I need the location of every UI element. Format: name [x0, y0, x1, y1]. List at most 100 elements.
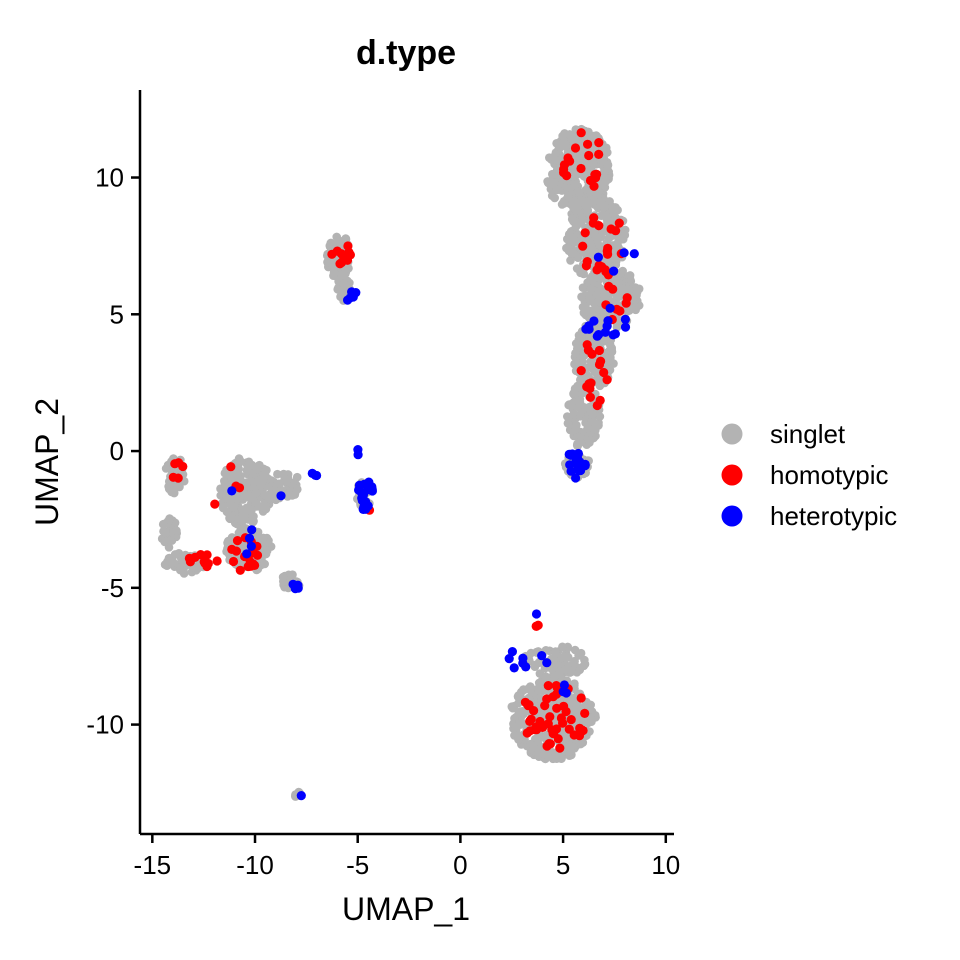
point-singlet: [167, 487, 176, 497]
point-singlet: [576, 409, 585, 419]
point-singlet: [293, 485, 302, 494]
x-tick-label: -5: [346, 850, 369, 880]
point-singlet: [580, 199, 590, 209]
point-homotypic: [184, 553, 194, 564]
point-singlet: [548, 169, 557, 179]
point-homotypic: [585, 175, 596, 186]
point-homotypic: [344, 248, 354, 258]
point-homotypic: [343, 241, 353, 251]
x-tick-label: -10: [236, 850, 274, 880]
point-homotypic: [576, 163, 586, 174]
point-singlet: [601, 177, 610, 186]
point-singlet: [339, 279, 349, 289]
point-heterotypic: [246, 541, 256, 551]
point-heterotypic: [296, 791, 306, 801]
point-singlet: [563, 191, 573, 201]
point-homotypic: [578, 241, 588, 251]
point-singlet: [584, 127, 593, 137]
point-homotypic: [547, 725, 557, 735]
point-homotypic: [599, 367, 609, 378]
point-homotypic: [526, 714, 536, 724]
point-singlet: [567, 134, 576, 144]
point-singlet: [337, 289, 347, 298]
point-homotypic: [576, 128, 586, 138]
point-homotypic: [594, 149, 604, 159]
point-homotypic: [235, 565, 245, 575]
point-homotypic: [596, 356, 606, 366]
point-singlet: [530, 662, 540, 671]
points-layer: [157, 124, 644, 801]
point-singlet: [608, 203, 617, 213]
point-singlet: [240, 512, 249, 521]
point-heterotypic: [571, 473, 581, 483]
point-singlet: [561, 141, 570, 151]
point-homotypic: [245, 557, 255, 567]
y-tick-label: 10: [95, 163, 124, 193]
point-homotypic: [566, 715, 576, 725]
point-heterotypic: [584, 321, 594, 331]
point-singlet: [559, 198, 569, 208]
point-homotypic: [570, 143, 581, 153]
point-singlet: [631, 305, 640, 315]
point-homotypic: [531, 621, 541, 631]
point-homotypic: [531, 722, 542, 732]
point-singlet: [249, 517, 258, 526]
point-singlet: [344, 264, 353, 273]
point-singlet: [576, 648, 586, 658]
point-singlet: [515, 719, 524, 728]
point-heterotypic: [242, 549, 252, 559]
point-singlet: [590, 196, 599, 206]
point-singlet: [543, 177, 552, 186]
point-homotypic: [522, 728, 532, 738]
point-singlet: [625, 271, 635, 280]
point-homotypic: [342, 255, 353, 265]
point-singlet: [278, 572, 288, 582]
point-singlet: [571, 349, 580, 358]
point-singlet: [572, 420, 581, 430]
point-homotypic: [582, 382, 592, 392]
point-homotypic: [199, 557, 209, 567]
point-heterotypic: [580, 459, 590, 469]
point-singlet: [260, 559, 270, 569]
point-singlet: [242, 492, 251, 501]
point-singlet: [588, 410, 598, 419]
point-heterotypic: [603, 316, 613, 326]
point-singlet: [590, 230, 599, 240]
point-singlet: [569, 249, 578, 258]
point-singlet: [554, 140, 563, 150]
x-tick-label: -15: [134, 850, 172, 880]
point-singlet: [603, 160, 613, 170]
point-singlet: [193, 564, 203, 573]
point-singlet: [552, 185, 562, 195]
legend-label-singlet: singlet: [770, 419, 846, 449]
point-singlet: [557, 653, 566, 663]
point-homotypic: [583, 139, 593, 149]
point-singlet: [586, 296, 595, 306]
point-homotypic: [587, 349, 597, 359]
point-singlet: [549, 178, 559, 188]
point-homotypic: [542, 694, 552, 704]
point-singlet: [563, 419, 573, 428]
point-singlet: [587, 717, 596, 726]
point-singlet: [592, 290, 601, 299]
point-homotypic: [228, 556, 239, 567]
point-singlet: [607, 347, 617, 357]
y-tick-label: 0: [110, 436, 124, 466]
point-heterotypic: [244, 533, 255, 543]
point-singlet: [514, 735, 523, 744]
x-tick-label: 0: [453, 850, 467, 880]
point-singlet: [247, 505, 256, 515]
point-heterotypic: [247, 525, 257, 535]
point-homotypic: [545, 712, 555, 722]
point-singlet: [529, 742, 539, 752]
y-ticks: -10 -5 0 5 10: [86, 163, 140, 740]
axes: [138, 90, 674, 836]
point-singlet: [603, 148, 612, 157]
point-singlet: [584, 423, 593, 433]
point-heterotypic: [559, 680, 570, 690]
point-singlet: [229, 503, 238, 512]
point-homotypic: [589, 213, 599, 223]
point-singlet: [252, 464, 262, 474]
point-singlet: [570, 180, 579, 190]
